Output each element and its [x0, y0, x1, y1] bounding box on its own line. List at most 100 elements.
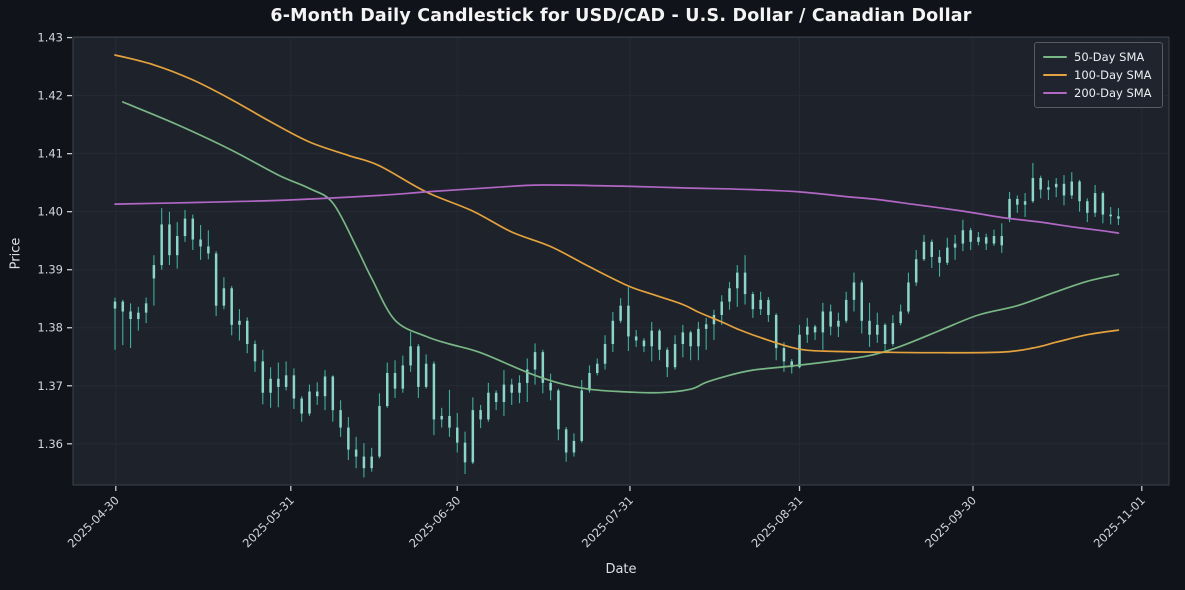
candle-body	[736, 272, 739, 289]
candle-body	[121, 301, 125, 312]
candle-body	[207, 246, 210, 254]
candle-body	[113, 301, 117, 309]
candle-body	[456, 427, 459, 443]
candle-body	[564, 429, 568, 453]
candle-body	[891, 323, 895, 344]
candle-body	[354, 449, 358, 457]
candle-body	[300, 398, 303, 414]
candle-body	[852, 282, 856, 300]
candle-body	[1023, 201, 1027, 205]
candle-body	[1109, 214, 1112, 217]
candle-body	[572, 440, 576, 453]
x-axis-ticks: 2025-04-30 2025-05-31 2025-06-30 2025-07-31…	[65, 486, 1148, 550]
candle-body	[137, 312, 140, 320]
candle-body	[471, 410, 475, 463]
chart-title: 6-Month Daily Candlestick for USD/CAD - …	[270, 6, 972, 26]
candle-body	[401, 365, 405, 389]
candle-body	[494, 392, 498, 403]
x-tick-label: 2025-07-31	[579, 493, 636, 550]
candle-body	[666, 349, 669, 368]
candle-body	[144, 303, 148, 313]
candle-body	[152, 265, 156, 279]
candlesticks	[113, 162, 1120, 478]
sma-line-50-day-sma	[121, 101, 1120, 394]
candle-body	[424, 363, 428, 387]
y-tick-label: 1.39	[37, 263, 63, 277]
candle-body	[704, 324, 708, 329]
candle-body	[844, 299, 848, 321]
candle-body	[611, 320, 615, 344]
candle-body	[837, 320, 840, 327]
candle-body	[214, 253, 218, 306]
y-axis-ticks: 1.36 1.37 1.38 1.39 1.40 1.41 1.42 1.43	[37, 31, 72, 451]
candle-body	[907, 282, 910, 312]
candle-body	[432, 363, 436, 420]
candle-body	[261, 361, 265, 393]
candle-body	[526, 369, 529, 383]
candle-body	[1101, 193, 1105, 215]
candle-body	[1016, 198, 1019, 205]
legend-swatch-100-day-sma	[1043, 73, 1067, 77]
candle-body	[510, 384, 513, 393]
candle-body	[1086, 201, 1089, 213]
candle-body	[728, 288, 731, 302]
candle-body	[883, 324, 887, 344]
candle-body	[658, 330, 661, 350]
candle-body	[681, 332, 685, 344]
candle-body	[821, 311, 825, 333]
candle-body	[463, 442, 467, 463]
candle-body	[977, 237, 980, 242]
legend-item-100-day-sma: 100-Day SMA	[1043, 66, 1154, 84]
candle-body	[1117, 216, 1120, 219]
candle-body	[720, 301, 723, 315]
candle-body	[315, 391, 319, 397]
candle-body	[1093, 193, 1097, 213]
candle-body	[642, 340, 646, 347]
candle-body	[175, 236, 179, 256]
plot-border	[72, 36, 1170, 486]
candle-body	[1031, 178, 1035, 202]
candle-body	[588, 373, 591, 391]
candle-body	[199, 239, 202, 247]
candle-body	[347, 427, 350, 450]
candle-body	[1000, 236, 1004, 246]
candle-body	[129, 311, 132, 320]
candle-body	[969, 230, 972, 242]
candle-body	[806, 326, 809, 335]
candle-body	[1070, 181, 1074, 196]
candle-body	[650, 330, 653, 347]
candle-body	[634, 336, 638, 341]
candle-body	[549, 382, 552, 391]
candle-body	[1054, 183, 1058, 188]
candle-body	[378, 406, 381, 457]
candle-body	[1062, 183, 1066, 196]
y-axis-label: Price	[8, 237, 24, 270]
y-tick-label: 1.40	[37, 205, 63, 219]
candle-body	[774, 314, 778, 349]
legend-item-200-day-sma: 200-Day SMA	[1043, 84, 1154, 102]
x-axis-label: Date	[605, 562, 637, 577]
candle-body	[1078, 181, 1081, 202]
legend-swatch-200-day-sma	[1043, 91, 1067, 95]
candle-body	[183, 218, 187, 237]
candle-body	[417, 346, 420, 387]
y-tick-label: 1.38	[37, 321, 63, 335]
sma-line-100-day-sma	[114, 54, 1120, 354]
candle-body	[168, 224, 171, 256]
candle-body	[860, 282, 863, 321]
candle-body	[914, 259, 918, 283]
candle-body	[331, 376, 335, 411]
candle-body	[790, 361, 793, 368]
x-tick-label: 2025-09-30	[922, 493, 979, 550]
candle-body	[759, 299, 762, 310]
candle-body	[712, 314, 716, 325]
candle-body	[393, 373, 397, 389]
candle-body	[284, 375, 288, 387]
candle-body	[1047, 187, 1050, 190]
candle-body	[222, 288, 226, 306]
legend-label: 50-Day SMA	[1074, 50, 1145, 64]
candle-body	[829, 311, 832, 327]
x-tick-label: 2025-06-30	[406, 493, 463, 550]
y-tick-label: 1.37	[37, 379, 63, 393]
